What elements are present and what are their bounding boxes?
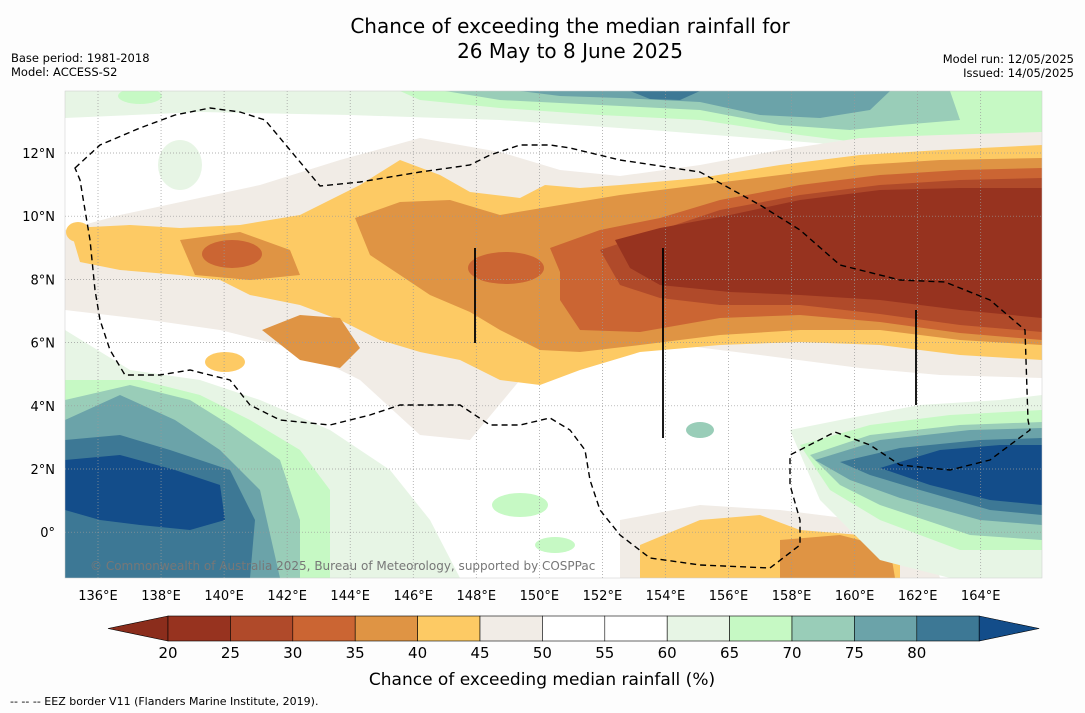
colorbar-swatch	[292, 615, 356, 642]
colorbar-swatch	[354, 615, 418, 642]
patch-40-c	[66, 222, 90, 242]
x-tick-label: 140°E	[204, 589, 244, 604]
y-tick-label: 0°	[40, 526, 55, 541]
colorbar-under-arrow	[107, 615, 169, 642]
copyright-text: © Commonwealth of Australia 2025, Bureau…	[90, 559, 595, 573]
colorbar-swatch	[604, 615, 668, 642]
colorbar-swatch	[167, 615, 231, 642]
eez-border	[74, 107, 1031, 569]
colorbar-swatch	[479, 615, 543, 642]
patch-40-b	[205, 352, 245, 372]
colorbar-label: 70	[782, 644, 801, 662]
colorbar-swatch	[666, 615, 730, 642]
patch-60-c	[535, 537, 575, 553]
colorbar-label: 35	[346, 644, 365, 662]
base-period: Base period: 1981-2018	[11, 51, 150, 65]
y-tick-label: 6°N	[31, 337, 56, 352]
chart-title: Chance of exceeding the median rainfall …	[0, 14, 1085, 64]
y-tick-label: 10°N	[22, 210, 55, 225]
colorbar-label: 55	[595, 644, 614, 662]
patch-30-a	[202, 240, 262, 268]
colorbar-title: Chance of exceeding median rainfall (%)	[369, 670, 715, 690]
y-tick-label: 12°N	[22, 147, 55, 162]
meta-left: Base period: 1981-2018 Model: ACCESS-S2	[11, 51, 150, 79]
map-field: © Commonwealth of Australia 2025, Bureau…	[65, 91, 1042, 578]
colorbar-label: 30	[283, 644, 302, 662]
meta-right: Model run: 12/05/2025 Issued: 14/05/2025	[943, 52, 1074, 80]
colorbar-swatch	[854, 615, 918, 642]
title-line-2: 26 May to 8 June 2025	[457, 39, 683, 63]
grid	[65, 91, 1042, 578]
x-tick-label: 164°E	[961, 589, 1001, 604]
colorbar-label: 40	[408, 644, 427, 662]
colorbar-label: 20	[158, 644, 177, 662]
x-tick-label: 160°E	[835, 589, 875, 604]
colorbar-label: 80	[907, 644, 926, 662]
band-over-se	[880, 445, 1042, 505]
colorbar-swatch	[542, 615, 606, 642]
y-tick-label: 4°N	[31, 400, 56, 415]
patch-60-a	[118, 91, 162, 104]
colorbar-swatch	[417, 615, 481, 642]
model-run: Model run: 12/05/2025	[942, 52, 1074, 66]
title-line-1: Chance of exceeding the median rainfall …	[350, 14, 790, 38]
map-frame	[64, 90, 1043, 579]
colorbar-label: 25	[221, 644, 240, 662]
colorbar-swatch	[916, 615, 980, 642]
colorbar-swatch	[791, 615, 855, 642]
band-75-north	[630, 91, 700, 100]
colorbar-swatch	[729, 615, 793, 642]
band-over-sw	[65, 455, 225, 530]
x-tick-label: 142°E	[267, 589, 307, 604]
patch-30-b	[468, 252, 544, 284]
colorbar-label: 50	[533, 644, 552, 662]
band-20	[615, 188, 1042, 318]
colorbar: 20 25 30 35 40 45 50 55 60 65 70 75 80	[107, 615, 1040, 662]
model-name: Model: ACCESS-S2	[11, 65, 118, 79]
x-tick-label: 148°E	[457, 589, 497, 604]
x-axis-ticks: 136°E 138°E 140°E 142°E 144°E 146°E 148°E 150°E…	[78, 589, 1000, 604]
x-tick-label: 152°E	[583, 589, 623, 604]
colorbar-label: 45	[470, 644, 489, 662]
x-tick-label: 158°E	[772, 589, 812, 604]
band-35-b	[262, 315, 360, 368]
black-markers	[474, 248, 917, 438]
patch-70-mid	[686, 422, 714, 438]
x-tick-label: 146°E	[393, 589, 433, 604]
colorbar-label: 65	[720, 644, 739, 662]
x-tick-label: 144°E	[330, 589, 370, 604]
colorbar-over-arrow	[978, 615, 1040, 642]
x-tick-label: 154°E	[646, 589, 686, 604]
patch-60-mid	[492, 493, 548, 517]
x-tick-label: 162°E	[898, 589, 938, 604]
patch-55-a	[158, 140, 202, 190]
colorbar-label: 75	[845, 644, 864, 662]
y-axis-ticks: 12°N 10°N 8°N 6°N 4°N 2°N 0°	[22, 147, 55, 541]
x-tick-label: 138°E	[141, 589, 181, 604]
y-tick-label: 2°N	[31, 463, 56, 478]
colorbar-label: 60	[658, 644, 677, 662]
y-tick-label: 8°N	[31, 273, 56, 288]
eez-legend: -- -- -- EEZ border V11 (Flanders Marine…	[10, 695, 319, 708]
x-tick-label: 136°E	[78, 589, 118, 604]
issued-date: Issued: 14/05/2025	[963, 66, 1074, 80]
x-tick-label: 156°E	[709, 589, 749, 604]
band-70-north	[520, 91, 890, 118]
x-tick-label: 150°E	[520, 589, 560, 604]
colorbar-swatch	[230, 615, 294, 642]
